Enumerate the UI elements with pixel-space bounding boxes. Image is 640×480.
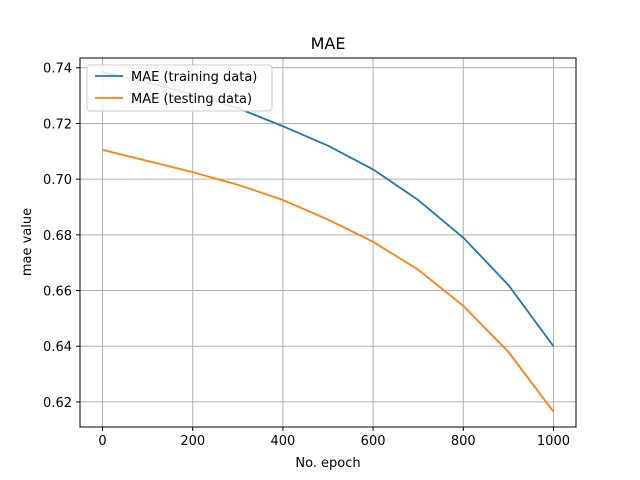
testing-series-line [102,149,555,413]
x-tick-label: 200 [180,434,205,449]
y-tick-label: 0.72 [43,117,72,132]
y-tick-label: 0.62 [43,396,72,411]
x-axis-label: No. epoch [295,456,360,471]
y-tick-label: 0.70 [43,173,72,188]
legend: MAE (training data) MAE (testing data) [86,64,273,112]
x-tick-label: 600 [361,434,386,449]
grid [80,58,576,427]
x-tick-label: 400 [270,434,295,449]
legend-label-testing: MAE (testing data) [131,92,252,107]
y-tick-label: 0.64 [43,340,72,355]
x-tick-label: 1000 [537,434,570,449]
x-tick-label: 800 [451,434,476,449]
chart-title: MAE [311,34,346,53]
legend-box [86,64,273,112]
x-tick-label: 0 [98,434,106,449]
axis-ticks: 0 200 400 600 800 1000 0.62 0.64 0.66 0.68 0.70 0.7… [43,62,570,449]
y-tick-label: 0.68 [43,229,72,244]
plot-frame [79,57,577,428]
y-tick-label: 0.74 [43,62,72,77]
y-tick-label: 0.66 [43,285,72,300]
y-axis-label: mae value [20,208,35,276]
legend-label-training: MAE (training data) [131,70,257,85]
